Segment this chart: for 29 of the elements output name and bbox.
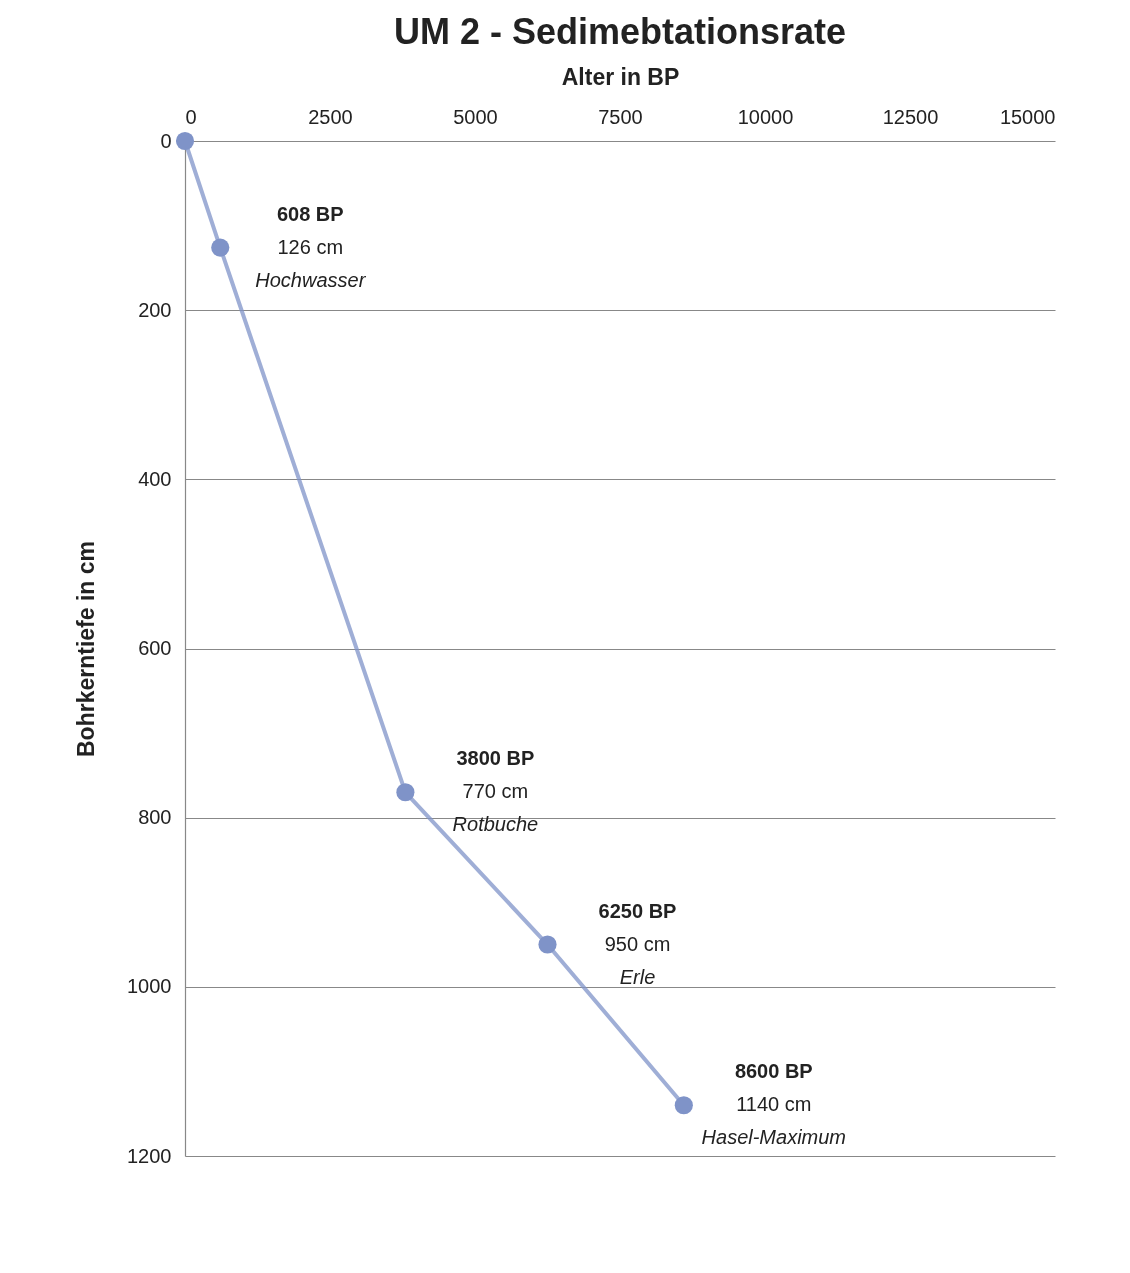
x-tick-label: 10000 <box>737 105 794 128</box>
annotation: 8600 BP <box>734 1060 813 1083</box>
y-tick-label: 400 <box>138 467 172 490</box>
annotation: Rotbuche <box>452 813 539 836</box>
x-tick-label: 5000 <box>453 105 498 128</box>
chart-title: UM 2 - Sedimebtationsrate <box>393 11 847 52</box>
y-axis-title: Bohrkerntiefe in cm <box>73 541 100 757</box>
x-tick-label: 12500 <box>882 105 939 128</box>
y-tick-label: 0 <box>160 129 172 152</box>
annotation: Hasel-Maximum <box>701 1126 847 1149</box>
annotation: Erle <box>619 965 656 988</box>
x-tick-label: 0 <box>185 105 197 128</box>
annotation: 3800 BP <box>456 747 535 770</box>
annotation: 770 cm <box>462 780 529 803</box>
y-tick-label: 200 <box>138 298 172 321</box>
y-tick-label: 600 <box>138 637 172 659</box>
annotation: 608 BP <box>276 202 344 225</box>
x-axis-title: Alter in BP <box>561 63 680 90</box>
y-tick-label: 800 <box>138 806 172 829</box>
annotation: 126 cm <box>277 235 344 258</box>
x-tick-label: 2500 <box>308 105 353 128</box>
annotation: 6250 BP <box>598 899 677 922</box>
annotation: 950 cm <box>604 932 671 955</box>
x-tick-label: 15000 <box>999 105 1056 128</box>
x-tick-label: 7500 <box>598 105 643 128</box>
y-tick-label: 1200 <box>127 1144 172 1167</box>
annotation: 1140 cm <box>736 1093 812 1116</box>
y-tick-label: 1000 <box>127 975 172 998</box>
annotation: Hochwasser <box>255 268 367 291</box>
